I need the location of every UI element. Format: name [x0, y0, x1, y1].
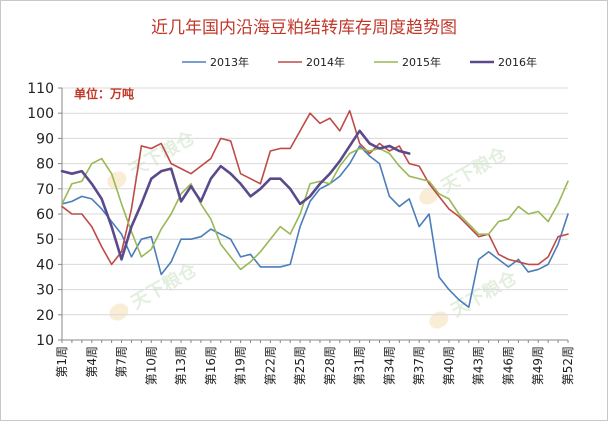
x-tick-label: 第37周	[412, 346, 426, 385]
x-tick-label: 第13周	[174, 346, 188, 385]
series-layer	[60, 109, 569, 309]
watermark-logo-icon	[419, 187, 439, 205]
x-tick-label: 第7周	[115, 346, 129, 378]
watermark-logo-icon	[109, 303, 129, 321]
x-tick-label: 第52周	[561, 346, 575, 385]
x-tick-label: 第22周	[263, 346, 277, 385]
y-axis: 10 20 30 40 50 60 70 80 90 100 110	[27, 81, 63, 349]
legend-label-2: 2014年	[306, 55, 345, 69]
chart-title: 近几年国内沿海豆粕结转库存周度趋势图	[151, 18, 457, 38]
x-tick-label: 第10周	[144, 346, 158, 385]
x-axis: 第1周 第4周 第7周 第10周 第13周 第16周 第19周 第22周 第25周 第28周 第31…	[55, 339, 575, 385]
legend: 2013年 2014年 2015年 2016年	[182, 55, 537, 69]
watermark-logo-icon	[429, 311, 449, 329]
y-tick-label-40: 40	[36, 257, 54, 273]
legend-label-1: 2013年	[210, 55, 249, 69]
x-tick-label: 第19周	[234, 346, 248, 385]
y-tick-label-60: 60	[36, 207, 54, 223]
y-tick-label-30: 30	[36, 283, 54, 299]
y-tick-label-10: 10	[36, 333, 54, 349]
legend-label-4: 2016年	[498, 55, 537, 69]
x-tick-label: 第4周	[85, 346, 99, 378]
y-tick-label-90: 90	[36, 131, 54, 147]
x-tick-label: 第43周	[472, 346, 486, 385]
series-line-3	[61, 147, 569, 271]
x-tick-label: 第46周	[501, 346, 515, 385]
y-tick-label-20: 20	[36, 308, 54, 324]
x-tick-label: 第28周	[323, 346, 337, 385]
y-tick-label-80: 80	[36, 157, 54, 173]
x-tick-label: 第16周	[204, 346, 218, 385]
grid-lines	[62, 87, 568, 341]
x-tick-label: 第40周	[442, 346, 456, 385]
series-line-2	[61, 109, 569, 266]
series-line-4	[60, 129, 411, 261]
x-tick-label: 第25周	[293, 346, 307, 385]
y-tick-label-110: 110	[27, 81, 54, 97]
y-tick-label-100: 100	[27, 106, 54, 122]
x-tick-label: 第31周	[353, 346, 367, 385]
x-tick-label: 第1周	[55, 346, 69, 378]
x-tick-label: 第49周	[531, 346, 545, 385]
unit-label: 单位：万吨	[74, 86, 134, 101]
x-tick-label: 第34周	[382, 346, 396, 385]
legend-label-3: 2015年	[402, 55, 441, 69]
y-tick-label-70: 70	[36, 182, 54, 198]
y-tick-label-50: 50	[36, 232, 54, 248]
series-line-1	[61, 145, 569, 309]
